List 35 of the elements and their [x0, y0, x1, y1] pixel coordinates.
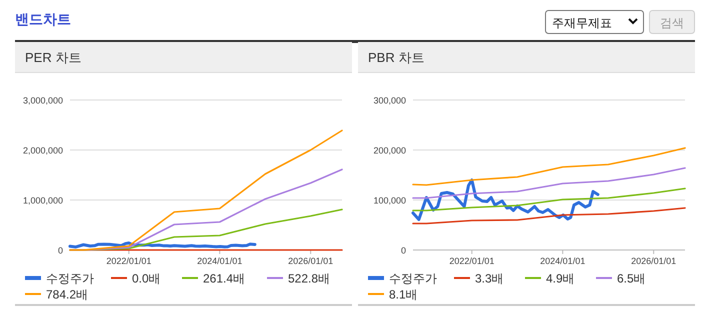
y-tick-label: 200,000 — [373, 146, 406, 156]
legend-label: 수정주가 — [389, 272, 437, 286]
x-tick-label: 2022/01/01 — [449, 256, 494, 266]
line-series — [412, 178, 600, 221]
legend-label: 3.3배 — [475, 272, 504, 286]
y-tick-label: 300,000 — [373, 96, 406, 106]
legend-label: 0.0배 — [132, 272, 161, 286]
y-tick-label: 2,000,000 — [22, 146, 63, 156]
legend-label: 784.2배 — [46, 288, 88, 302]
x-tick-label: 2026/01/01 — [288, 256, 334, 266]
x-tick-label: 2026/01/01 — [631, 256, 676, 266]
legend-label: 수정주가 — [46, 272, 94, 286]
y-tick-label: 1,000,000 — [22, 196, 63, 206]
legend-label: 261.4배 — [203, 272, 246, 286]
chart-title: PBR 차트 — [368, 50, 424, 65]
x-tick-label: 2024/01/01 — [197, 256, 242, 266]
line-series — [412, 188, 686, 212]
line-series — [412, 167, 686, 199]
y-tick-label: 100,000 — [373, 196, 406, 206]
chart-title: PER 차트 — [25, 50, 82, 65]
text: 밴드차트 — [15, 11, 71, 27]
y-tick-label: 0 — [58, 246, 63, 256]
x-tick-label: 2022/01/01 — [106, 256, 152, 266]
legend-label: 522.8배 — [288, 272, 330, 286]
line-series — [412, 147, 686, 186]
legend-label: 8.1배 — [389, 288, 418, 302]
y-tick-label: 3,000,000 — [22, 96, 63, 106]
line-series — [412, 207, 686, 224]
line-series — [69, 130, 343, 251]
legend-label: 4.9배 — [546, 272, 575, 286]
y-tick-label: 0 — [400, 246, 406, 256]
text: 검색 — [660, 16, 684, 30]
text: 주재무제표 — [552, 16, 612, 30]
x-tick-label: 2024/01/01 — [540, 256, 586, 266]
legend-label: 6.5배 — [617, 272, 646, 286]
